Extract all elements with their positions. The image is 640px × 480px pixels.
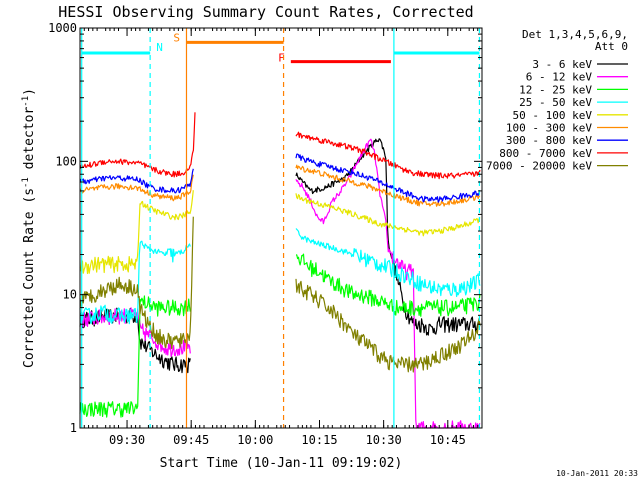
legend-label-2: 12 - 25 keV <box>519 83 592 96</box>
series-line-4-1 <box>295 193 481 237</box>
timestamp: 10-Jan-2011 20:33 <box>556 469 638 478</box>
legend-label-0: 3 - 6 keV <box>532 58 592 71</box>
legend-label-4: 50 - 100 keV <box>513 109 593 122</box>
series-line-6-1 <box>295 153 481 203</box>
x-axis-label: Start Time (10-Jan-11 09:19:02) <box>160 456 403 471</box>
y-axis-label-end: ) <box>22 88 37 96</box>
legend-label-1: 6 - 12 keV <box>526 71 593 84</box>
x-tick-label-0: 09:30 <box>109 433 145 447</box>
series-line-2-0 <box>79 295 191 418</box>
y-axis-label-main: Corrected Count Rate (s <box>22 188 37 368</box>
legend-label-6: 300 - 800 keV <box>506 134 592 147</box>
x-tick-label-1: 09:45 <box>173 433 209 447</box>
series-line-5-0 <box>79 174 194 202</box>
legend-label-5: 100 - 300 keV <box>506 122 592 135</box>
legend-label-7: 800 - 7000 keV <box>499 147 592 160</box>
instrument-state-layer: NS F <box>81 31 480 65</box>
y-tick-label-2: 100 <box>55 154 77 168</box>
marker-lines-layer <box>81 28 481 428</box>
legend-label-3: 25 - 50 keV <box>519 96 592 109</box>
series-line-2-1 <box>295 253 481 317</box>
series-line-0-1 <box>295 138 481 336</box>
legend-header-line-1: Det 1,3,4,5,6,9, <box>522 28 628 41</box>
state-label-n: N <box>156 41 163 54</box>
x-tick-label-5: 10:45 <box>430 433 466 447</box>
chart-title: HESSI Observing Summary Count Rates, Cor… <box>58 3 473 21</box>
state-label-s: S <box>173 31 180 44</box>
x-tick-label-3: 10:15 <box>301 433 337 447</box>
y-axis-label: Corrected Count Rate (s-1 detector-1) <box>21 88 37 368</box>
legend-label-8: 7000 - 20000 keV <box>486 160 592 173</box>
state-label-f: F <box>278 52 285 65</box>
series-line-8-1 <box>295 278 481 373</box>
axis-ticks: 09:30 09:45 10:00 10:15 10:30 10:45 1 10 100 1000 <box>48 21 483 447</box>
series-line-3-0 <box>79 240 191 325</box>
y-tick-label-0: 1 <box>70 421 77 435</box>
legend-header-line-2: Att 0 <box>595 40 628 53</box>
y-axis-label-sup1: -1 <box>21 177 31 188</box>
x-tick-label-2: 10:00 <box>237 433 273 447</box>
y-tick-label-1: 10 <box>63 288 77 302</box>
series-line-8-0 <box>79 216 194 350</box>
series-line-3-1 <box>295 228 481 298</box>
y-axis-label-mid: detector <box>22 107 37 178</box>
series-line-4-0 <box>79 190 194 275</box>
x-tick-label-4: 10:30 <box>366 433 402 447</box>
series-line-5-1 <box>295 164 481 207</box>
y-tick-label-3: 1000 <box>48 21 77 35</box>
series-layer <box>79 112 481 429</box>
series-line-7-0 <box>79 112 196 178</box>
series-line-7-1 <box>295 131 481 180</box>
series-line-6-0 <box>79 168 194 194</box>
y-axis-label-sup2: -1 <box>21 96 31 107</box>
